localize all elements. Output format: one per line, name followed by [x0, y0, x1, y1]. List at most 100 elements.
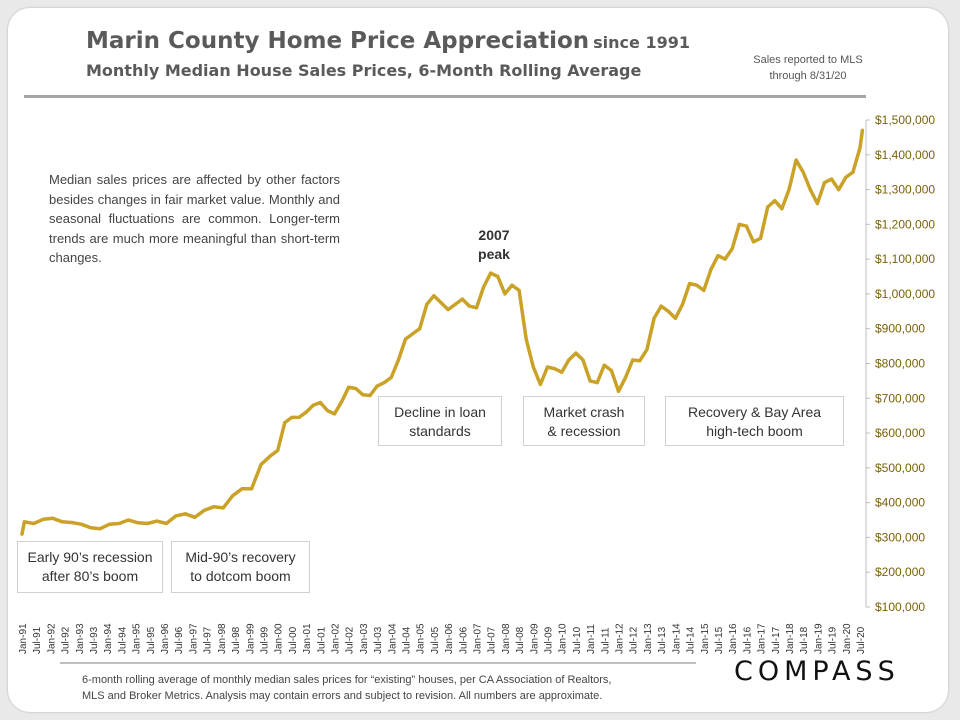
peak-label-line-2: peak	[478, 246, 510, 262]
data-point	[496, 274, 500, 279]
data-point	[673, 316, 678, 320]
data-point	[602, 363, 606, 367]
data-point	[744, 224, 749, 228]
data-point	[723, 257, 727, 261]
data-point	[347, 385, 351, 389]
data-point	[193, 515, 197, 519]
data-point	[860, 128, 865, 132]
x-tick-label: Jan-05	[416, 623, 427, 654]
data-point	[174, 514, 178, 518]
note-line-1: Sales reported to MLS	[753, 54, 863, 66]
data-point	[503, 292, 507, 296]
data-point	[41, 517, 45, 521]
data-point	[269, 454, 273, 458]
data-point	[325, 408, 329, 413]
data-point	[787, 188, 791, 192]
data-point	[588, 379, 592, 383]
x-tick-label: Jul-12	[629, 626, 640, 654]
data-point	[250, 487, 254, 491]
data-point	[524, 337, 528, 341]
x-tick-label: Jul-01	[316, 626, 327, 654]
x-tick-label: Jul-20	[856, 626, 867, 654]
x-tick-label: Jul-94	[117, 626, 128, 654]
x-tick-label: Jan-16	[728, 623, 739, 654]
data-point	[439, 301, 443, 305]
x-tick-label: Jan-91	[18, 623, 29, 654]
data-point	[396, 358, 400, 362]
data-point	[716, 254, 720, 258]
data-point	[837, 188, 841, 192]
data-point	[221, 506, 225, 510]
data-point	[801, 170, 805, 174]
y-tick-label: $1,500,000	[875, 113, 935, 127]
title-main: Marin County Home Price Appreciation	[86, 28, 590, 54]
y-tick-label: $700,000	[875, 391, 925, 405]
header-divider	[24, 95, 866, 98]
y-tick-label: $1,300,000	[875, 183, 935, 197]
annotation-line: high-tech boom	[706, 423, 803, 439]
x-tick-label: Jan-10	[558, 623, 569, 654]
data-point	[822, 181, 827, 185]
chart-title: Marin County Home Price Appreciation sinc…	[86, 28, 690, 54]
x-tick-label: Jan-18	[785, 623, 796, 654]
data-point	[164, 521, 168, 526]
data-point	[695, 283, 699, 287]
data-point	[830, 177, 834, 181]
data-point	[467, 304, 471, 308]
data-point	[545, 365, 550, 369]
data-point	[652, 316, 656, 320]
x-tick-label: Jul-18	[799, 626, 810, 654]
data-point	[290, 415, 294, 419]
data-point	[688, 281, 692, 286]
x-tick-label: Jul-07	[487, 626, 498, 654]
data-point	[304, 410, 308, 414]
data-point	[794, 158, 798, 162]
x-tick-label: Jul-15	[714, 626, 725, 654]
data-point	[553, 367, 557, 371]
x-tick-label: Jan-94	[103, 623, 114, 654]
chart-card	[8, 8, 948, 712]
x-tick-label: Jan-93	[75, 623, 86, 654]
data-point	[851, 170, 855, 174]
annotation-line: Early 90’s recession	[27, 549, 153, 565]
data-point	[616, 389, 621, 393]
annotation-line: Mid-90’s recovery	[185, 549, 296, 565]
data-point	[60, 520, 64, 524]
data-point	[609, 368, 614, 373]
y-tick-label: $800,000	[875, 357, 925, 371]
data-point	[702, 288, 706, 292]
data-point	[808, 188, 812, 192]
annotation-bay-area-boom: Recovery & Bay Area high-tech boom	[665, 396, 844, 446]
data-point	[751, 240, 756, 244]
x-tick-label: Jul-13	[657, 626, 668, 654]
x-tick-label: Jan-95	[132, 623, 143, 654]
x-tick-label: Jul-91	[32, 626, 43, 654]
source-note-line-2: MLS and Broker Metrics. Analysis may con…	[82, 690, 603, 702]
data-point	[538, 382, 543, 386]
annotation-line: Decline in loan	[394, 404, 486, 420]
y-tick-label: $1,000,000	[875, 287, 935, 301]
annotation-line: after 80’s boom	[41, 568, 139, 584]
data-point	[22, 520, 26, 524]
data-point	[311, 403, 315, 407]
x-tick-label: Jan-15	[700, 623, 711, 654]
data-point	[510, 283, 514, 287]
title-suffix: since 1991	[593, 33, 690, 52]
data-point	[240, 487, 244, 491]
note-line-2: through 8/31/20	[769, 70, 847, 82]
data-point	[815, 201, 820, 206]
data-point	[259, 462, 263, 466]
x-tick-label: Jan-19	[813, 623, 824, 654]
y-tick-label: $1,100,000	[875, 252, 935, 266]
data-point	[624, 375, 628, 379]
x-tick-label: Jul-05	[430, 626, 441, 654]
data-point	[730, 247, 734, 251]
annotation-early-90s-recession: Early 90’s recession after 80’s boom	[17, 541, 163, 593]
data-point	[283, 421, 287, 425]
data-point	[638, 359, 642, 363]
x-tick-label: Jul-14	[686, 626, 697, 654]
source-note: 6-month rolling average of monthly media…	[82, 672, 722, 704]
data-point	[773, 199, 777, 203]
footer-divider	[60, 662, 696, 664]
data-point	[666, 309, 670, 313]
